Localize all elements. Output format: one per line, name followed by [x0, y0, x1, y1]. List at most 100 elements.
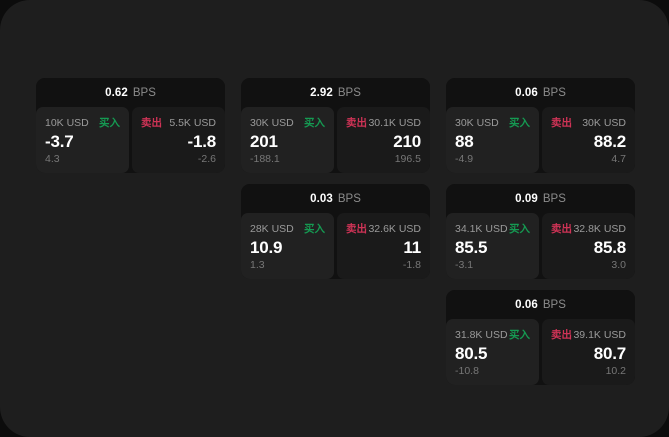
spread-card[interactable]: 0.06 BPS 31.8K USD 买入 80.5 -10.8 卖出 39.1K USD 80… [446, 290, 635, 385]
bps-unit-label: BPS [542, 298, 566, 311]
bps-unit-label: BPS [542, 86, 566, 99]
sell-side-panel[interactable]: 卖出 39.1K USD 80.7 10.2 [542, 319, 635, 385]
sell-delta: -2.6 [197, 153, 216, 165]
buy-side-header: 30K USD 买入 [455, 116, 530, 130]
buy-side-panel[interactable]: 31.8K USD 买入 80.5 -10.8 [446, 319, 539, 385]
buy-side-header: 28K USD 买入 [250, 222, 325, 236]
bps-unit-label: BPS [337, 86, 361, 99]
buy-action-label[interactable]: 买入 [304, 117, 325, 129]
sell-side-panel[interactable]: 卖出 30.1K USD 210 196.5 [337, 107, 430, 173]
column-3: 0.06 BPS 30K USD 买入 88 -4.9 卖出 30K USD 88.2 4.7 0.… [446, 78, 635, 385]
buy-action-label[interactable]: 买入 [304, 223, 325, 235]
sell-price: 85.8 [593, 237, 626, 257]
spread-card[interactable]: 0.09 BPS 34.1K USD 买入 85.5 -3.1 卖出 32.8K USD 85.… [446, 184, 635, 279]
buy-side-header: 10K USD 买入 [45, 116, 120, 130]
buy-action-label[interactable]: 买入 [509, 117, 530, 129]
sell-side-header: 卖出 32.6K USD [346, 222, 421, 236]
buy-delta: -3.1 [455, 259, 474, 271]
buy-side-panel[interactable]: 28K USD 买入 10.9 1.3 [241, 213, 334, 279]
spread-card[interactable]: 0.03 BPS 28K USD 买入 10.9 1.3 卖出 32.6K USD 11 -1.8 [241, 184, 430, 279]
buy-size-label: 10K USD [45, 116, 89, 129]
column-2: 2.92 BPS 30K USD 买入 201 -188.1 卖出 30.1K USD 210 1… [241, 78, 430, 279]
card-body: 10K USD 买入 -3.7 4.3 卖出 5.5K USD -1.8 -2.6 [36, 107, 225, 173]
spread-card[interactable]: 0.06 BPS 30K USD 买入 88 -4.9 卖出 30K USD 88.2 4.7 [446, 78, 635, 173]
bps-value: 0.09 [515, 192, 538, 205]
bps-value: 0.06 [515, 86, 538, 99]
buy-action-label[interactable]: 买入 [509, 329, 530, 341]
buy-price: -3.7 [45, 131, 74, 151]
buy-side-panel[interactable]: 30K USD 买入 88 -4.9 [446, 107, 539, 173]
sell-side-header: 卖出 32.8K USD [551, 222, 626, 236]
buy-price: 85.5 [455, 237, 488, 257]
sell-size-label: 5.5K USD [169, 116, 216, 129]
card-bps-header: 0.06 BPS [446, 78, 635, 107]
bps-unit-label: BPS [132, 86, 156, 99]
buy-side-header: 31.8K USD 买入 [455, 328, 530, 342]
buy-side-header: 30K USD 买入 [250, 116, 325, 130]
sell-price: -1.8 [187, 131, 217, 151]
sell-action-label[interactable]: 卖出 [551, 117, 572, 129]
card-body: 30K USD 买入 88 -4.9 卖出 30K USD 88.2 4.7 [446, 107, 635, 173]
bps-value: 0.03 [310, 192, 333, 205]
sell-delta: 4.7 [611, 153, 626, 165]
sell-price: 210 [393, 131, 421, 151]
sell-size-label: 30K USD [582, 116, 626, 129]
sell-side-header: 卖出 30K USD [551, 116, 626, 130]
buy-side-panel[interactable]: 34.1K USD 买入 85.5 -3.1 [446, 213, 539, 279]
bps-unit-label: BPS [542, 192, 566, 205]
spread-card[interactable]: 2.92 BPS 30K USD 买入 201 -188.1 卖出 30.1K USD 210 1… [241, 78, 430, 173]
buy-price: 88 [455, 131, 474, 151]
card-body: 34.1K USD 买入 85.5 -3.1 卖出 32.8K USD 85.8 3.0 [446, 213, 635, 279]
sell-size-label: 30.1K USD [368, 116, 421, 129]
sell-size-label: 32.6K USD [368, 222, 421, 235]
buy-side-panel[interactable]: 10K USD 买入 -3.7 4.3 [36, 107, 129, 173]
spread-card-board: 0.62 BPS 10K USD 买入 -3.7 4.3 卖出 5.5K USD -1.8 -2.… [36, 78, 635, 385]
sell-side-panel[interactable]: 卖出 32.8K USD 85.8 3.0 [542, 213, 635, 279]
buy-action-label[interactable]: 买入 [509, 223, 530, 235]
sell-size-label: 39.1K USD [573, 328, 626, 341]
sell-action-label[interactable]: 卖出 [551, 223, 572, 235]
sell-price: 88.2 [593, 131, 626, 151]
card-body: 31.8K USD 买入 80.5 -10.8 卖出 39.1K USD 80.7 10.2 [446, 319, 635, 385]
buy-price: 201 [250, 131, 278, 151]
buy-delta: -188.1 [250, 153, 280, 165]
sell-side-panel[interactable]: 卖出 30K USD 88.2 4.7 [542, 107, 635, 173]
column-1: 0.62 BPS 10K USD 买入 -3.7 4.3 卖出 5.5K USD -1.8 -2.… [36, 78, 225, 173]
buy-size-label: 28K USD [250, 222, 294, 235]
sell-price: 11 [403, 237, 421, 257]
sell-size-label: 32.8K USD [573, 222, 626, 235]
card-bps-header: 2.92 BPS [241, 78, 430, 107]
buy-size-label: 30K USD [455, 116, 499, 129]
sell-delta: -1.8 [402, 259, 421, 271]
card-body: 28K USD 买入 10.9 1.3 卖出 32.6K USD 11 -1.8 [241, 213, 430, 279]
sell-delta: 196.5 [394, 153, 421, 165]
buy-size-label: 30K USD [250, 116, 294, 129]
sell-side-header: 卖出 5.5K USD [141, 116, 216, 130]
sell-action-label[interactable]: 卖出 [346, 223, 367, 235]
card-bps-header: 0.06 BPS [446, 290, 635, 319]
spread-card[interactable]: 0.62 BPS 10K USD 买入 -3.7 4.3 卖出 5.5K USD -1.8 -2.… [36, 78, 225, 173]
card-bps-header: 0.03 BPS [241, 184, 430, 213]
buy-action-label[interactable]: 买入 [99, 117, 120, 129]
buy-delta: 1.3 [250, 259, 265, 271]
sell-action-label[interactable]: 卖出 [346, 117, 367, 129]
sell-delta: 3.0 [611, 259, 626, 271]
bps-unit-label: BPS [337, 192, 361, 205]
sell-action-label[interactable]: 卖出 [551, 329, 572, 341]
buy-size-label: 31.8K USD [455, 328, 508, 341]
buy-price: 10.9 [250, 237, 283, 257]
bps-value: 0.06 [515, 298, 538, 311]
card-body: 30K USD 买入 201 -188.1 卖出 30.1K USD 210 196.5 [241, 107, 430, 173]
buy-size-label: 34.1K USD [455, 222, 508, 235]
buy-side-panel[interactable]: 30K USD 买入 201 -188.1 [241, 107, 334, 173]
buy-side-header: 34.1K USD 买入 [455, 222, 530, 236]
sell-side-header: 卖出 39.1K USD [551, 328, 626, 342]
bps-value: 2.92 [310, 86, 333, 99]
sell-side-panel[interactable]: 卖出 5.5K USD -1.8 -2.6 [132, 107, 225, 173]
sell-side-panel[interactable]: 卖出 32.6K USD 11 -1.8 [337, 213, 430, 279]
sell-action-label[interactable]: 卖出 [141, 117, 162, 129]
card-bps-header: 0.62 BPS [36, 78, 225, 107]
buy-price: 80.5 [455, 343, 488, 363]
sell-price: 80.7 [593, 343, 626, 363]
